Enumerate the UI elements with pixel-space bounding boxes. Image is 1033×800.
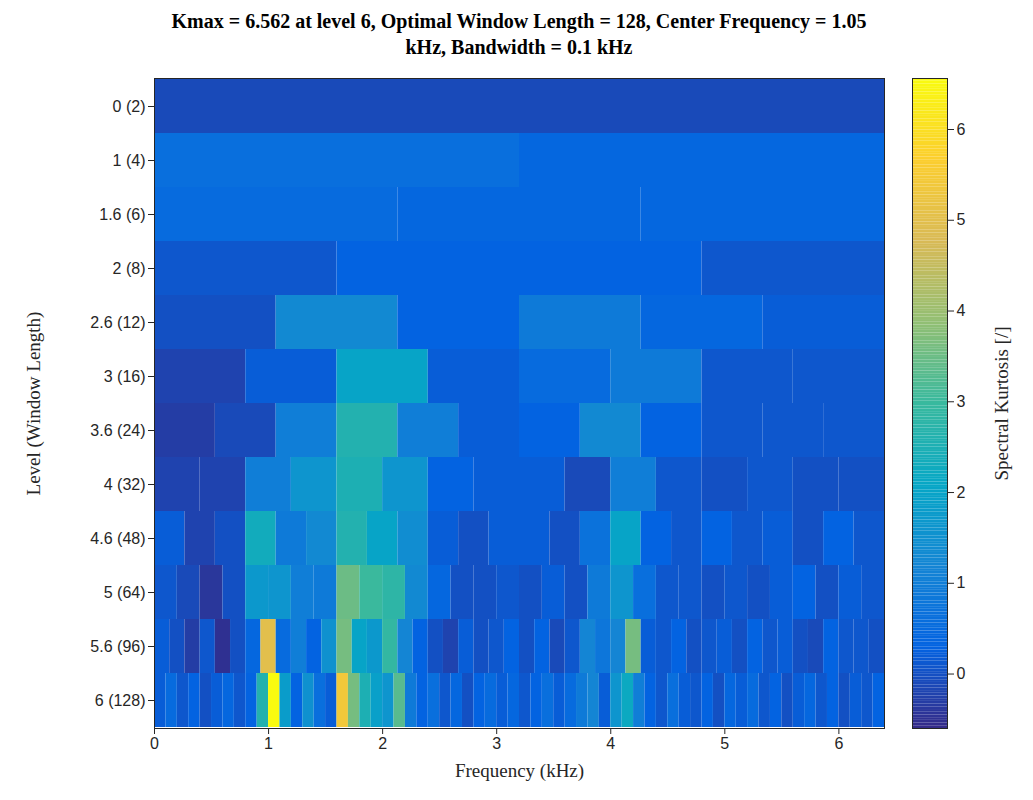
svg-text:3.6 (24): 3.6 (24): [90, 422, 145, 439]
svg-text:6 (128): 6 (128): [95, 692, 146, 709]
svg-text:3: 3: [957, 393, 966, 410]
svg-text:1 (4): 1 (4): [113, 152, 146, 169]
svg-text:Frequency (kHz): Frequency (kHz): [455, 760, 584, 782]
html-text:Kmax = 6.562 at level 6, Optim: Kmax = 6.562 at level 6, Optimal Window …: [171, 10, 867, 58]
svg-text:1: 1: [264, 735, 273, 752]
svg-text:1: 1: [957, 574, 966, 591]
svg-text:5: 5: [957, 211, 966, 228]
svg-text:Level (Window Length): Level (Window Length): [23, 312, 45, 496]
svg-text:2: 2: [378, 735, 387, 752]
svg-text:0 (2): 0 (2): [113, 98, 146, 115]
svg-text:2 (8): 2 (8): [113, 260, 146, 277]
svg-text:4: 4: [606, 735, 615, 752]
svg-text:0: 0: [957, 665, 966, 682]
svg-text:4 (32): 4 (32): [104, 476, 146, 493]
svg-text:5.6 (96): 5.6 (96): [90, 638, 145, 655]
svg-text:3 (16): 3 (16): [104, 368, 146, 385]
svg-text:Spectral Kurtosis [/]: Spectral Kurtosis [/]: [991, 326, 1012, 480]
svg-text:0: 0: [150, 735, 159, 752]
svg-text:6: 6: [834, 735, 843, 752]
svg-text:5: 5: [720, 735, 729, 752]
svg-text:2: 2: [957, 484, 966, 501]
svg-text:2.6 (12): 2.6 (12): [90, 314, 145, 331]
svg-text:6: 6: [957, 121, 966, 138]
svg-text:3: 3: [492, 735, 501, 752]
svg-text:1.6 (6): 1.6 (6): [99, 206, 145, 223]
svg-text:4: 4: [957, 302, 966, 319]
svg-text:5 (64): 5 (64): [104, 584, 146, 601]
svg-text:4.6 (48): 4.6 (48): [90, 530, 145, 547]
